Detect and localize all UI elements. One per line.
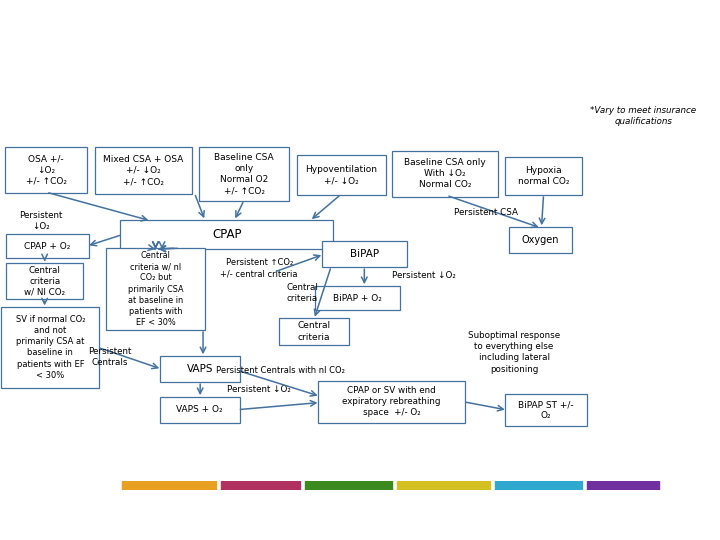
FancyBboxPatch shape [1,307,99,388]
Text: BiPAP: BiPAP [350,249,379,259]
Text: OSA +/-
↓O₂
+/- ↑CO₂: OSA +/- ↓O₂ +/- ↑CO₂ [26,154,66,186]
FancyBboxPatch shape [6,263,83,300]
FancyBboxPatch shape [505,157,582,195]
Bar [495,481,582,490]
Text: SV if normal CO₂
and not
primarily CSA at
baseline in
patients with EF
< 30%: SV if normal CO₂ and not primarily CSA a… [16,315,85,380]
Text: Hypoxia
normal CO₂: Hypoxia normal CO₂ [518,166,570,186]
Bar [122,481,216,490]
FancyBboxPatch shape [199,147,289,201]
Text: CPAP or SV with end
expiratory rebreathing
space  +/- O₂: CPAP or SV with end expiratory rebreathi… [343,386,441,417]
FancyBboxPatch shape [95,147,192,194]
Text: Central
criteria w/ nl
CO₂ but
primarily CSA
at baseline in
patients with
EF < 3: Central criteria w/ nl CO₂ but primarily… [127,251,184,327]
FancyBboxPatch shape [505,394,587,426]
Text: VAPS + O₂: VAPS + O₂ [176,405,223,414]
Text: Oxygen: Oxygen [522,235,559,245]
Bar [587,481,659,490]
Text: Baseline CSA only
With ↓O₂
Normal CO₂: Baseline CSA only With ↓O₂ Normal CO₂ [404,158,486,190]
Text: CPAP + O₂: CPAP + O₂ [24,241,71,251]
Text: Mixed CSA + OSA
+/- ↓O₂
+/- ↑CO₂: Mixed CSA + OSA +/- ↓O₂ +/- ↑CO₂ [103,155,184,186]
Text: BiPAP + O₂: BiPAP + O₂ [333,294,382,302]
Text: Suboptimal response
to everything else
including lateral
positioning: Suboptimal response to everything else i… [468,331,560,374]
FancyBboxPatch shape [120,220,333,249]
FancyBboxPatch shape [279,318,349,345]
Text: Baseline CSA
only
Normal O2
+/- ↑CO₂: Baseline CSA only Normal O2 +/- ↑CO₂ [215,153,274,195]
FancyBboxPatch shape [160,356,240,382]
FancyBboxPatch shape [106,248,205,330]
FancyBboxPatch shape [297,155,386,195]
Text: Persistent CSA: Persistent CSA [454,208,518,218]
Bar [397,481,490,490]
Text: Central
criteria
w/ Nl CO₂: Central criteria w/ Nl CO₂ [24,266,66,297]
Text: BiPAP ST +/-
O₂: BiPAP ST +/- O₂ [518,400,574,420]
Text: Central
criteria: Central criteria [297,321,330,342]
FancyBboxPatch shape [318,381,465,422]
Text: Persistent
↓O₂: Persistent ↓O₂ [19,211,63,231]
Text: *Vary to meet insurance
qualifications: *Vary to meet insurance qualifications [590,106,696,126]
Text: CHF Titration: CHF Titration [225,23,495,57]
Bar [221,481,300,490]
Text: Persistent
Centrals: Persistent Centrals [89,347,132,367]
Text: Central
criteria: Central criteria [287,283,318,303]
Text: Persistent Centrals with nl CO₂: Persistent Centrals with nl CO₂ [217,366,345,375]
FancyBboxPatch shape [160,397,240,422]
FancyBboxPatch shape [315,286,400,310]
Text: CPAP: CPAP [212,228,241,241]
Text: Persistent ↓O₂: Persistent ↓O₂ [392,272,456,280]
Text: Persistent ↓O₂: Persistent ↓O₂ [227,384,291,394]
FancyBboxPatch shape [392,151,498,197]
FancyBboxPatch shape [322,241,407,267]
Text: Hypoventilation
+/- ↓O₂: Hypoventilation +/- ↓O₂ [305,165,377,185]
FancyBboxPatch shape [6,234,89,258]
Bar [305,481,392,490]
Text: Persistent ↑CO₂
+/- central criteria: Persistent ↑CO₂ +/- central criteria [220,258,298,278]
FancyBboxPatch shape [5,147,87,193]
FancyBboxPatch shape [509,227,572,253]
Text: VAPS: VAPS [186,364,213,374]
